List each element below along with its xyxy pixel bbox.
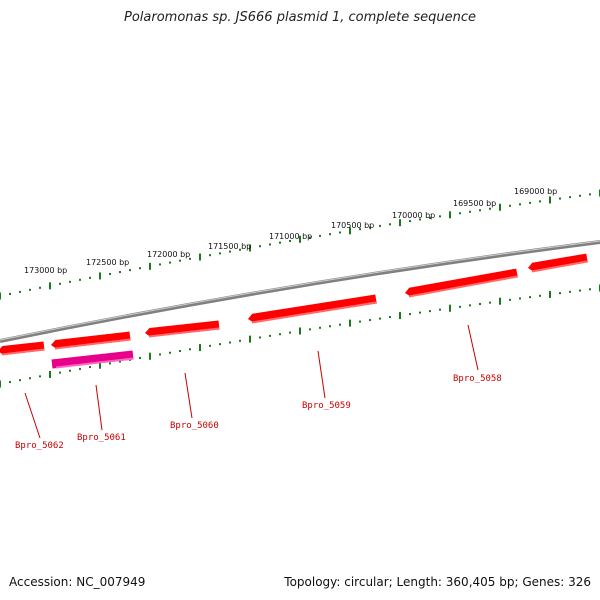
gene-label: Bpro_5059 xyxy=(302,401,351,411)
gene-arrow xyxy=(248,294,377,323)
gene-arrow xyxy=(145,320,220,337)
gene-label: Bpro_5061 xyxy=(77,433,126,443)
gene-label: Bpro_5062 xyxy=(15,441,64,451)
scale-label: 173000 bp xyxy=(24,266,67,275)
gene-labels: Bpro_5062 Bpro_5061 Bpro_5060 Bpro_5059 Bpro… xyxy=(15,324,502,451)
scale-label: 172500 bp xyxy=(86,258,129,267)
gene-features xyxy=(0,253,588,369)
gene-arrow-shade xyxy=(148,327,220,338)
topology-text: Topology: circular; Length: 360,405 bp; … xyxy=(284,575,591,589)
scale-label: 170500 bp xyxy=(331,221,374,230)
gene-leader-line xyxy=(317,350,326,399)
scale-label: 169500 bp xyxy=(453,199,496,208)
scale-label: 171000 bp xyxy=(269,232,312,241)
scale-label: 171500 bp xyxy=(208,242,251,251)
gene-arrow-shade xyxy=(408,275,518,298)
gene-arrow xyxy=(51,350,134,369)
scale-label: 170000 bp xyxy=(392,211,435,220)
gene-leader-line xyxy=(24,392,41,439)
scale-label: 172000 bp xyxy=(147,250,190,259)
gene-arrow-shade xyxy=(55,357,134,369)
plasmid-backbone-highlight xyxy=(0,240,600,341)
upper-scale-ticks xyxy=(0,189,600,300)
scale-labels: 173000 bp 172500 bp 172000 bp 171500 bp 1710… xyxy=(24,187,557,275)
accession-text: Accession: NC_007949 xyxy=(9,575,146,589)
gene-arrow-shade xyxy=(1,348,45,356)
lower-scale-ticks xyxy=(0,284,600,388)
gene-label: Bpro_5060 xyxy=(170,421,219,431)
plasmid-backbone xyxy=(0,240,600,343)
gene-leader-line xyxy=(184,372,193,419)
gene-label: Bpro_5058 xyxy=(453,374,502,384)
gene-arrow xyxy=(405,268,518,297)
gene-arrow-shade xyxy=(54,338,131,350)
gene-leader-line xyxy=(467,324,479,371)
map-title: Polaromonas sp. JS666 plasmid 1, complet… xyxy=(123,10,476,25)
gene-arrow xyxy=(51,331,131,349)
gene-arrow xyxy=(528,253,588,272)
gene-arrow-shade xyxy=(251,301,377,324)
scale-label: 169000 bp xyxy=(514,187,557,196)
gene-leader-line xyxy=(95,384,103,431)
gene-arrow-shade xyxy=(531,260,588,273)
